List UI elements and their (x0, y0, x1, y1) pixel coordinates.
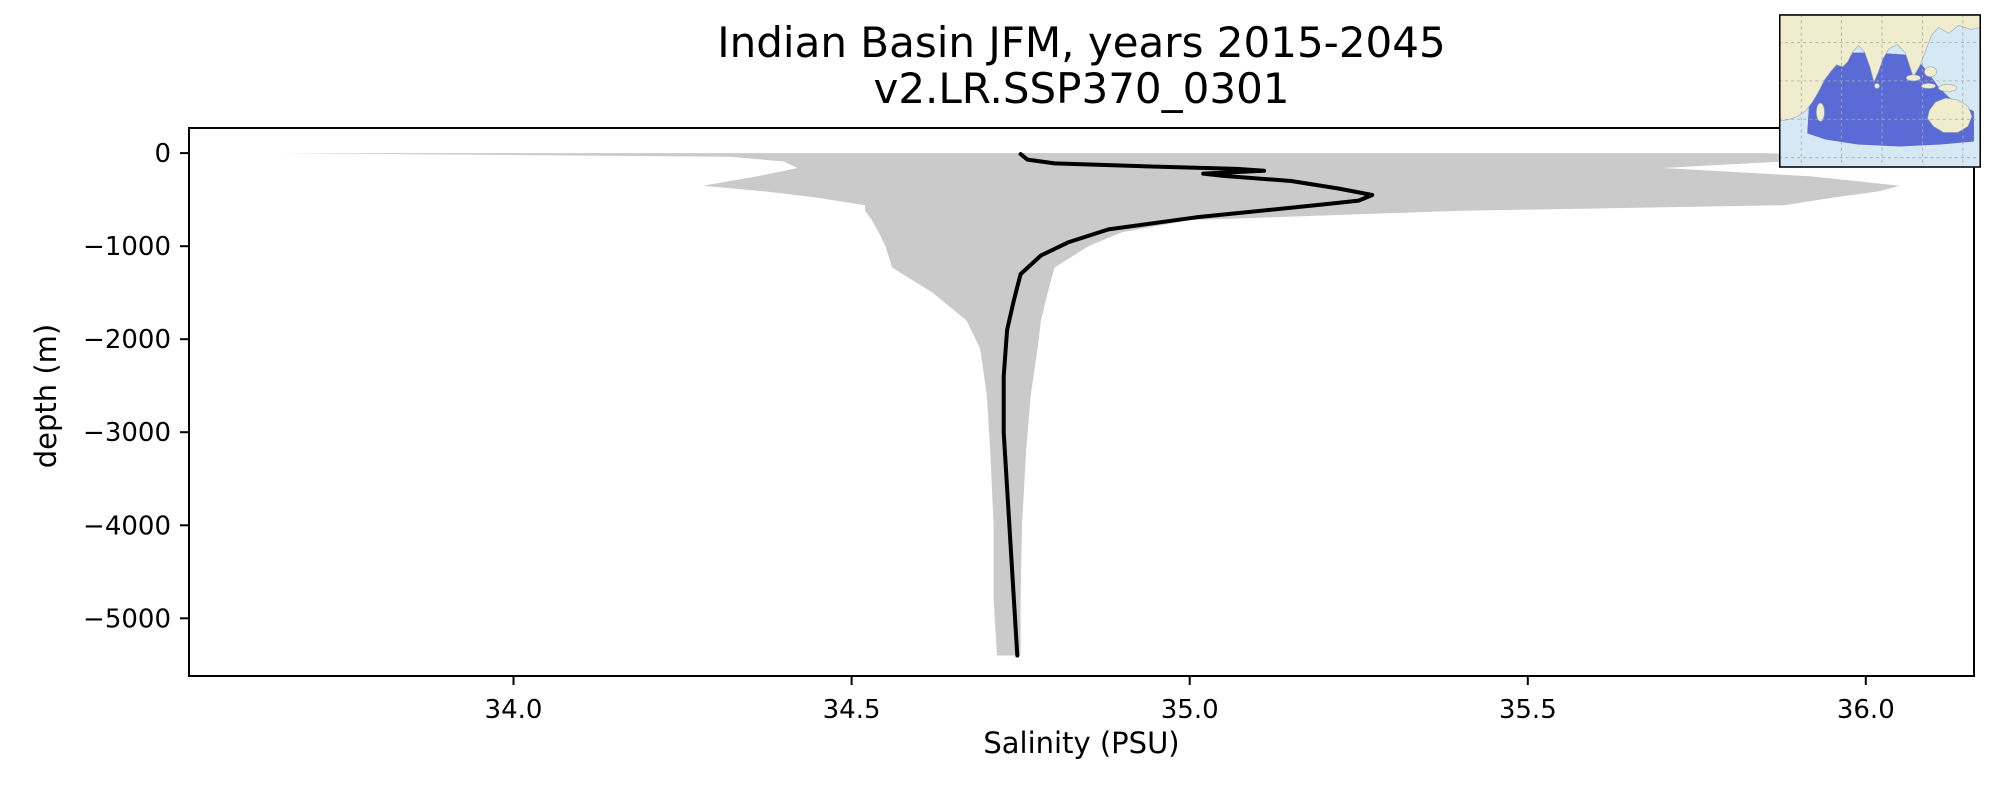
mean-profile-line (1001, 152, 1375, 658)
inset-map (1779, 14, 1981, 168)
y-tick-label: −5000 (83, 604, 171, 634)
map-gridlines (1779, 14, 1981, 168)
inset-map-border (1779, 14, 1981, 168)
map-island-new-guinea (1938, 84, 1958, 92)
x-tick-label: 35.5 (1499, 695, 1557, 725)
map-island-java (1921, 83, 1936, 89)
map-island-madagascar (1816, 102, 1825, 122)
x-tick-label: 34.0 (485, 695, 543, 725)
y-tick-label: −1000 (83, 232, 171, 262)
x-tick-label: 36.0 (1837, 695, 1895, 725)
x-axis-label: Salinity (PSU) (983, 726, 1180, 760)
y-tick-label: −3000 (83, 418, 171, 448)
y-tick-label: −4000 (83, 511, 171, 541)
chart-subtitle: v2.LR.SSP370_0301 (873, 64, 1290, 113)
envelope-area (276, 153, 1900, 656)
map-island-sri-lanka (1874, 83, 1880, 89)
x-tick-label: 35.0 (1161, 695, 1219, 725)
y-tick-label: 0 (154, 139, 171, 169)
map-land-africa-eurasia (1779, 14, 1981, 122)
map-land-australia (1927, 97, 1973, 133)
map-island-sumatra (1905, 74, 1921, 82)
y-tick-label: −2000 (83, 325, 171, 355)
plot-border (188, 127, 1975, 677)
map-island-borneo (1924, 66, 1937, 78)
chart-title: Indian Basin JFM, years 2015-2045 (717, 18, 1446, 67)
x-tick-label: 34.5 (823, 695, 881, 725)
